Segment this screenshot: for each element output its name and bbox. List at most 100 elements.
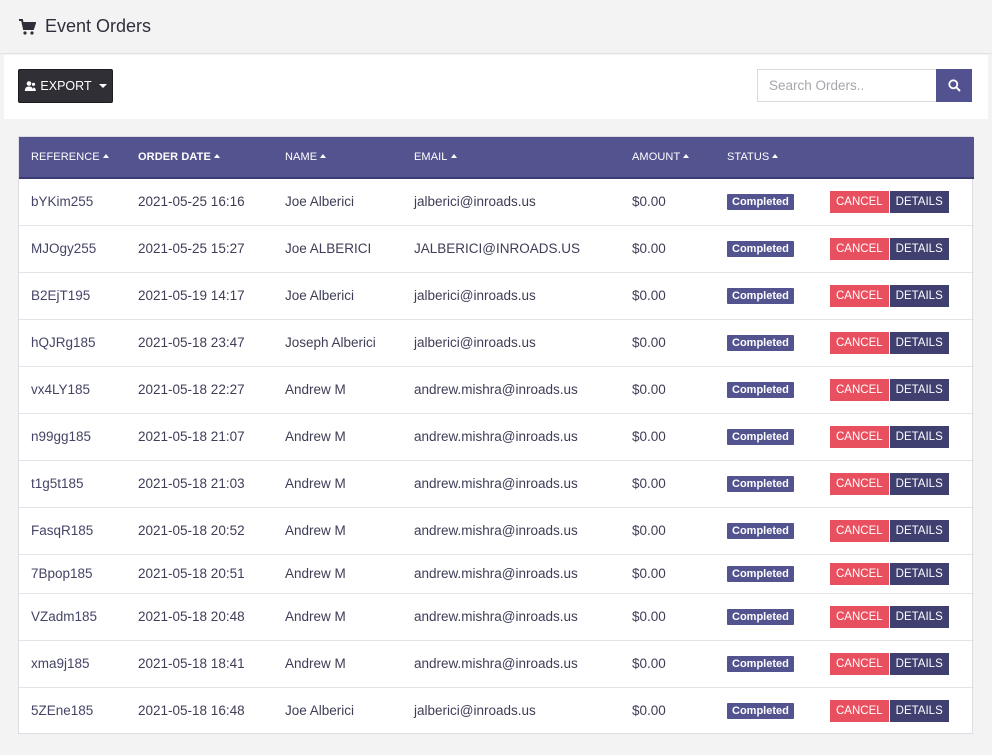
status-badge: Completed: [727, 288, 794, 304]
status-badge: Completed: [727, 429, 794, 445]
cancel-button[interactable]: CANCEL: [830, 472, 889, 495]
details-button[interactable]: DETAILS: [889, 472, 949, 495]
cell-name: Andrew M: [285, 382, 346, 397]
cancel-button[interactable]: CANCEL: [830, 562, 889, 585]
cell-actions: CANCEL DETAILS: [830, 593, 974, 640]
table-row: 5ZEne185 2021-05-18 16:48 Joe Alberici jalb…: [19, 687, 974, 734]
cell-reference[interactable]: 5ZEne185: [31, 703, 94, 719]
cell-reference[interactable]: VZadm185: [31, 609, 98, 624]
cancel-button[interactable]: CANCEL: [830, 331, 889, 354]
cell-amount: $0.00: [632, 609, 666, 624]
cancel-button[interactable]: CANCEL: [830, 284, 889, 307]
cell-reference[interactable]: hQJRg185: [31, 335, 96, 350]
details-button[interactable]: DETAILS: [889, 331, 949, 354]
details-button[interactable]: DETAILS: [889, 378, 949, 401]
cancel-button[interactable]: CANCEL: [830, 699, 889, 722]
cancel-button[interactable]: CANCEL: [830, 519, 889, 542]
cancel-button[interactable]: CANCEL: [830, 190, 889, 213]
cell-name: Joseph Alberici: [285, 335, 376, 350]
export-label: EXPORT: [40, 79, 92, 93]
table-row: MJOgy255 2021-05-25 15:27 Joe ALBERICI JALB…: [19, 225, 974, 272]
details-button[interactable]: DETAILS: [889, 652, 949, 675]
cancel-button[interactable]: CANCEL: [830, 237, 889, 260]
cancel-button[interactable]: CANCEL: [830, 652, 889, 675]
cell-actions: CANCEL DETAILS: [830, 507, 974, 554]
col-header-amount[interactable]: AMOUNT: [620, 137, 715, 179]
cell-email: andrew.mishra@inroads.us: [414, 476, 578, 491]
page-title: Event Orders: [45, 16, 152, 36]
cancel-button[interactable]: CANCEL: [830, 605, 889, 628]
cell-status: Completed: [715, 178, 830, 225]
cell-status: Completed: [715, 319, 830, 366]
cell-reference[interactable]: xma9j185: [31, 656, 90, 671]
caret-down-icon: [98, 84, 107, 88]
cell-name: Andrew M: [285, 656, 346, 671]
col-header-status[interactable]: STATUS: [715, 137, 830, 179]
cell-amount: $0.00: [632, 194, 666, 210]
status-badge: Completed: [727, 241, 794, 257]
details-button[interactable]: DETAILS: [889, 562, 949, 585]
sort-icon: [772, 154, 779, 158]
details-button[interactable]: DETAILS: [889, 425, 949, 448]
table-row: FasqR185 2021-05-18 20:52 Andrew M andrew.m…: [19, 507, 974, 554]
cell-amount: $0.00: [632, 566, 666, 581]
cell-name: Joe Alberici: [285, 194, 355, 210]
details-button[interactable]: DETAILS: [889, 190, 949, 213]
cell-actions: CANCEL DETAILS: [830, 272, 974, 319]
cell-amount: $0.00: [632, 429, 666, 444]
cell-reference[interactable]: 7Bpop185: [31, 566, 93, 581]
col-header-email[interactable]: EMAIL: [402, 137, 620, 179]
cell-reference[interactable]: FasqR185: [31, 523, 94, 538]
cell-name: Joe Alberici: [285, 703, 355, 719]
status-badge: Completed: [727, 382, 794, 398]
cell-name: Andrew M: [285, 523, 346, 538]
orders-table: REFERENCE ORDER DATE NAME EMAIL AMOUNT S…: [19, 137, 974, 734]
col-header-name[interactable]: NAME: [273, 137, 402, 179]
col-header-actions: [830, 137, 974, 179]
cell-reference[interactable]: B2EjT195: [31, 288, 91, 303]
cart-icon: [19, 18, 36, 35]
cell-reference[interactable]: bYKim255: [31, 194, 94, 210]
cell-email: andrew.mishra@inroads.us: [414, 566, 578, 581]
col-header-order-date[interactable]: ORDER DATE: [126, 137, 273, 179]
cell-order-date: 2021-05-18 23:47: [138, 335, 245, 350]
status-badge: Completed: [727, 566, 794, 582]
cell-status: Completed: [715, 593, 830, 640]
cell-name: Andrew M: [285, 476, 346, 491]
details-button[interactable]: DETAILS: [889, 605, 949, 628]
table-row: hQJRg185 2021-05-18 23:47 Joseph Alberici j…: [19, 319, 974, 366]
search-input[interactable]: [757, 69, 937, 102]
cell-name: Joe Alberici: [285, 288, 355, 303]
details-button[interactable]: DETAILS: [889, 284, 949, 307]
cell-reference[interactable]: n99gg185: [31, 429, 92, 444]
cell-status: Completed: [715, 640, 830, 687]
cell-amount: $0.00: [632, 382, 666, 397]
cell-reference[interactable]: t1g5t185: [31, 476, 84, 491]
export-button[interactable]: EXPORT: [18, 69, 113, 103]
cell-amount: $0.00: [632, 335, 666, 350]
cell-amount: $0.00: [632, 241, 666, 256]
page-header: Event Orders: [0, 0, 992, 54]
cell-reference[interactable]: vx4LY185: [31, 382, 91, 397]
cell-name: Andrew M: [285, 609, 346, 624]
cancel-button[interactable]: CANCEL: [830, 425, 889, 448]
cancel-button[interactable]: CANCEL: [830, 378, 889, 401]
cell-actions: CANCEL DETAILS: [830, 178, 974, 225]
users-icon: [25, 81, 37, 91]
cell-actions: CANCEL DETAILS: [830, 687, 974, 734]
details-button[interactable]: DETAILS: [889, 237, 949, 260]
search-button[interactable]: [936, 69, 972, 102]
cell-order-date: 2021-05-25 15:27: [138, 241, 245, 256]
details-button[interactable]: DETAILS: [889, 519, 949, 542]
sort-icon: [102, 154, 109, 158]
cell-actions: CANCEL DETAILS: [830, 366, 974, 413]
sort-icon: [213, 154, 220, 158]
cell-amount: $0.00: [632, 476, 666, 491]
col-header-reference[interactable]: REFERENCE: [19, 137, 126, 179]
cell-email: andrew.mishra@inroads.us: [414, 382, 578, 397]
details-button[interactable]: DETAILS: [889, 699, 949, 722]
cell-amount: $0.00: [632, 703, 666, 719]
cell-status: Completed: [715, 413, 830, 460]
cell-order-date: 2021-05-18 20:48: [138, 609, 245, 624]
cell-reference[interactable]: MJOgy255: [31, 241, 97, 256]
